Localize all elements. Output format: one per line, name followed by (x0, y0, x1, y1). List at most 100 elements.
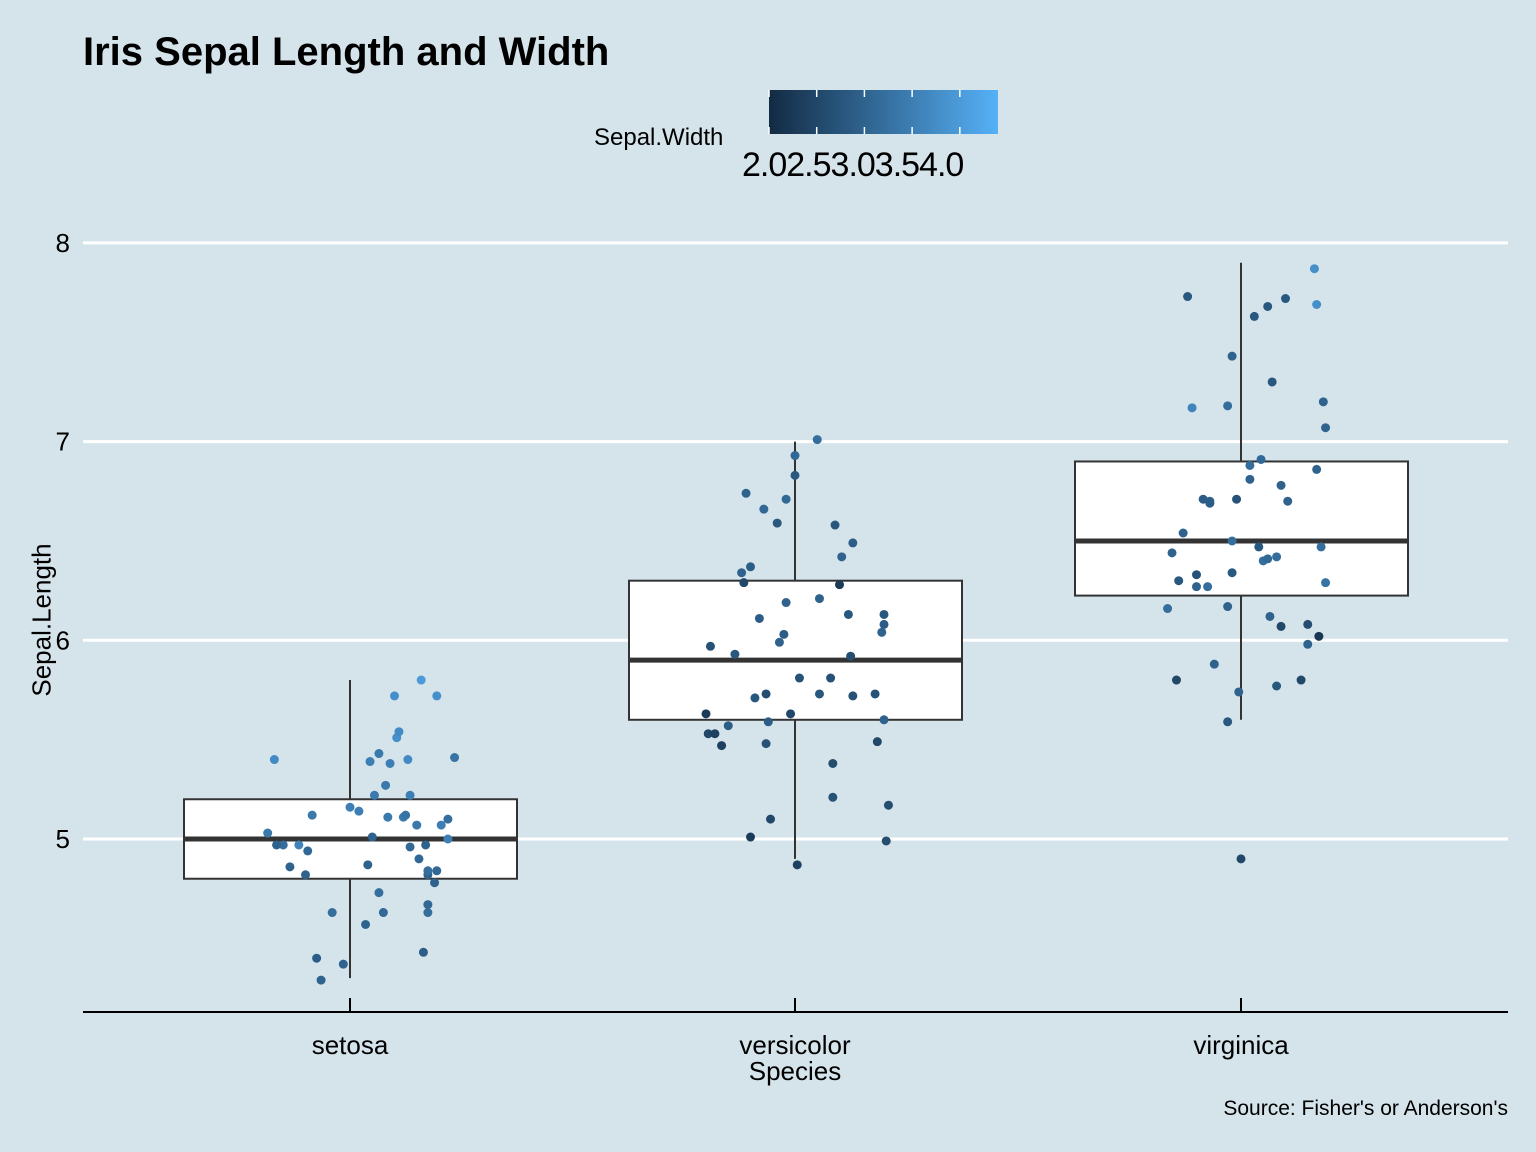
point-setosa-19 (361, 919, 371, 929)
point-setosa-44 (443, 814, 453, 824)
point-versicolor-38 (846, 651, 856, 661)
point-setosa-36 (423, 908, 433, 918)
point-versicolor-22 (781, 598, 791, 608)
point-setosa-0 (263, 828, 273, 838)
point-versicolor-41 (870, 689, 880, 699)
point-virginica-11 (1203, 582, 1213, 592)
point-setosa-22 (374, 749, 384, 759)
point-versicolor-17 (763, 717, 773, 727)
point-setosa-29 (390, 691, 399, 701)
point-virginica-35 (1281, 294, 1290, 304)
point-virginica-3 (1167, 548, 1177, 558)
point-virginica-41 (1303, 619, 1313, 629)
point-setosa-14 (354, 806, 364, 816)
point-versicolor-16 (761, 739, 771, 749)
y-axis-label: Sepal.Length (26, 543, 57, 697)
point-versicolor-23 (786, 709, 796, 719)
point-setosa-1 (278, 840, 288, 850)
point-setosa-43 (443, 834, 453, 844)
point-versicolor-27 (794, 673, 804, 683)
point-versicolor-35 (843, 609, 853, 619)
point-setosa-37 (423, 900, 433, 910)
x-tick-label-setosa: setosa (312, 1030, 389, 1060)
point-setosa-42 (450, 753, 460, 763)
point-setosa-9 (307, 810, 317, 820)
point-versicolor-31 (814, 594, 824, 604)
point-virginica-28 (1256, 454, 1266, 464)
y-tick-label-5: 5 (56, 824, 70, 854)
point-setosa-23 (381, 780, 391, 790)
point-virginica-0 (1163, 604, 1173, 614)
point-versicolor-37 (848, 538, 858, 548)
point-setosa-32 (405, 842, 415, 852)
point-virginica-23 (1245, 460, 1255, 470)
point-setosa-30 (414, 854, 424, 864)
point-setosa-10 (316, 975, 326, 985)
point-virginica-17 (1227, 536, 1237, 546)
point-setosa-31 (394, 727, 404, 737)
point-versicolor-45 (883, 800, 893, 810)
point-versicolor-14 (759, 504, 769, 514)
point-versicolor-36 (848, 691, 858, 701)
point-versicolor-24 (772, 518, 782, 528)
legend-tick-labels: 2.02.53.03.54.0 (742, 146, 964, 184)
point-versicolor-39 (830, 520, 840, 530)
point-versicolor-2 (705, 641, 715, 651)
point-virginica-24 (1249, 311, 1259, 321)
point-setosa-28 (405, 790, 415, 800)
point-virginica-2 (1174, 576, 1184, 586)
point-versicolor-13 (754, 613, 764, 623)
point-versicolor-10 (741, 488, 751, 498)
point-virginica-22 (1236, 854, 1246, 864)
point-versicolor-33 (828, 758, 838, 768)
point-virginica-25 (1245, 474, 1255, 484)
point-versicolor-6 (730, 649, 740, 659)
point-virginica-16 (1223, 602, 1233, 612)
point-versicolor-1 (701, 709, 711, 719)
point-virginica-26 (1254, 542, 1264, 552)
point-versicolor-4 (717, 741, 727, 751)
point-virginica-21 (1234, 687, 1244, 697)
point-versicolor-46 (879, 619, 889, 629)
point-setosa-16 (369, 790, 379, 800)
point-versicolor-18 (766, 814, 776, 824)
point-virginica-4 (1187, 403, 1197, 413)
point-virginica-14 (1223, 717, 1233, 727)
point-virginica-36 (1276, 480, 1286, 490)
point-virginica-44 (1312, 464, 1322, 474)
point-setosa-47 (416, 675, 426, 685)
point-virginica-33 (1272, 552, 1282, 562)
box-virginica (1074, 460, 1409, 597)
point-virginica-40 (1303, 639, 1313, 649)
point-virginica-48 (1318, 397, 1328, 407)
point-virginica-38 (1276, 621, 1286, 631)
point-setosa-26 (383, 812, 393, 822)
point-setosa-48 (432, 866, 442, 876)
point-virginica-46 (1316, 542, 1326, 552)
point-virginica-34 (1272, 681, 1282, 691)
point-setosa-49 (401, 810, 411, 820)
point-versicolor-9 (746, 562, 755, 572)
point-setosa-8 (312, 953, 322, 963)
point-setosa-45 (423, 866, 433, 876)
point-setosa-2 (269, 755, 279, 765)
y-tick-label-8: 8 (56, 228, 70, 258)
point-setosa-21 (365, 757, 375, 767)
point-virginica-37 (1283, 496, 1293, 506)
point-versicolor-49 (828, 792, 838, 802)
point-setosa-38 (412, 820, 422, 830)
point-setosa-20 (378, 908, 388, 918)
point-versicolor-32 (826, 673, 836, 683)
chart-title: Iris Sepal Length and Width (83, 30, 610, 74)
caption: Source: Fisher's or Anderson's (1223, 1097, 1508, 1120)
point-virginica-30 (1267, 377, 1277, 387)
point-setosa-7 (303, 846, 313, 856)
point-virginica-15 (1227, 351, 1237, 361)
point-versicolor-43 (879, 609, 889, 619)
point-versicolor-34 (837, 552, 847, 562)
point-setosa-24 (385, 758, 395, 768)
point-virginica-32 (1265, 611, 1275, 621)
point-setosa-11 (338, 959, 348, 969)
point-virginica-49 (1314, 631, 1324, 641)
point-virginica-43 (1321, 423, 1331, 433)
